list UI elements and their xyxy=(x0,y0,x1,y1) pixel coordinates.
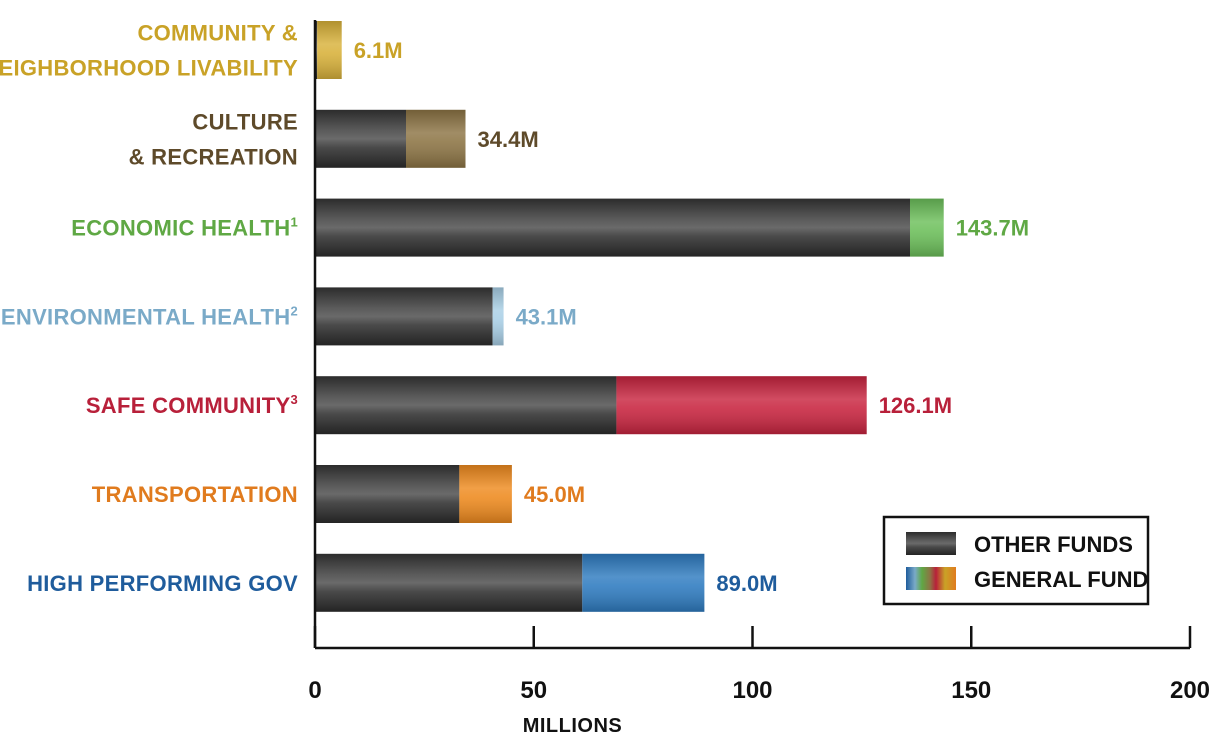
category-label: ENVIRONMENTAL HEALTH2 xyxy=(1,303,298,329)
value-label: 89.0M xyxy=(716,571,777,596)
axes-layer: 0 50 100 150 200 MILLIONS xyxy=(308,20,1210,737)
bar-general-fund-gloss xyxy=(616,376,867,435)
bar-other-funds xyxy=(315,465,460,523)
legend: OTHER FUNDS GENERAL FUND xyxy=(882,515,1150,606)
value-label: 6.1M xyxy=(354,38,403,63)
x-tick-label: 200 xyxy=(1170,677,1210,704)
category-label: & RECREATION xyxy=(129,144,298,169)
x-tick-label: 50 xyxy=(520,677,547,704)
category-label: TRANSPORTATION xyxy=(92,482,298,507)
bar-general-fund-gloss xyxy=(492,287,504,346)
category-label: NEIGHBORHOOD LIVABILITY xyxy=(0,56,298,81)
bar-other-funds xyxy=(315,287,493,346)
category-label: SAFE COMMUNITY3 xyxy=(86,392,298,418)
bar-other-funds xyxy=(315,109,406,168)
value-label: 34.4M xyxy=(478,127,539,152)
x-tick-label: 100 xyxy=(732,677,772,704)
category-label: ECONOMIC HEALTH1 xyxy=(71,215,298,241)
bar-other-funds xyxy=(315,553,583,612)
x-tick-label: 0 xyxy=(308,677,321,704)
value-label: 43.1M xyxy=(516,304,577,329)
bars-layer xyxy=(315,21,944,612)
legend-swatch-other-funds xyxy=(906,532,956,555)
category-label: HIGH PERFORMING GOV xyxy=(27,571,298,596)
value-labels: 6.1M 34.4M 143.7M 43.1M 126.1M 45.0M 89.0M xyxy=(354,38,1029,596)
bar-general-fund-gloss xyxy=(582,553,705,612)
value-label: 126.1M xyxy=(879,393,952,418)
bar-general-fund-gloss xyxy=(317,21,342,79)
value-label: 45.0M xyxy=(524,482,585,507)
category-label: CULTURE xyxy=(192,109,298,134)
x-axis-title: MILLIONS xyxy=(523,715,623,737)
bar-general-fund-gloss xyxy=(406,109,466,168)
value-label: 143.7M xyxy=(956,216,1029,241)
bar-general-fund-gloss xyxy=(910,198,944,257)
category-labels: COMMUNITY & NEIGHBORHOOD LIVABILITY CULTUR… xyxy=(0,21,298,596)
legend-label-other-funds: OTHER FUNDS xyxy=(974,532,1133,557)
legend-swatch-general-fund xyxy=(906,567,956,590)
category-label: COMMUNITY & xyxy=(137,21,298,46)
bar-general-fund-gloss xyxy=(459,465,512,523)
x-tick-label: 150 xyxy=(951,677,991,704)
legend-label-general-fund: GENERAL FUND xyxy=(974,567,1148,592)
bar-other-funds xyxy=(315,376,617,435)
bar-other-funds xyxy=(315,198,910,257)
